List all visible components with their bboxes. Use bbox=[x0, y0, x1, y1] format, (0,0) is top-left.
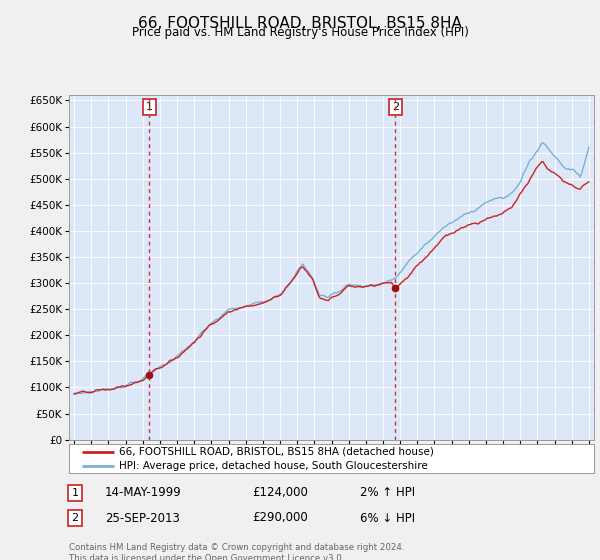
Text: HPI: Average price, detached house, South Gloucestershire: HPI: Average price, detached house, Sout… bbox=[119, 461, 428, 471]
Text: 6% ↓ HPI: 6% ↓ HPI bbox=[360, 511, 415, 525]
Text: Contains HM Land Registry data © Crown copyright and database right 2024.
This d: Contains HM Land Registry data © Crown c… bbox=[69, 543, 404, 560]
Text: 2: 2 bbox=[71, 513, 79, 523]
Text: 66, FOOTSHILL ROAD, BRISTOL, BS15 8HA: 66, FOOTSHILL ROAD, BRISTOL, BS15 8HA bbox=[138, 16, 462, 31]
Text: 25-SEP-2013: 25-SEP-2013 bbox=[105, 511, 180, 525]
Text: Price paid vs. HM Land Registry's House Price Index (HPI): Price paid vs. HM Land Registry's House … bbox=[131, 26, 469, 39]
Text: 2% ↑ HPI: 2% ↑ HPI bbox=[360, 486, 415, 500]
Text: 1: 1 bbox=[146, 102, 152, 111]
Text: 14-MAY-1999: 14-MAY-1999 bbox=[105, 486, 182, 500]
Text: £290,000: £290,000 bbox=[252, 511, 308, 525]
Text: 1: 1 bbox=[71, 488, 79, 498]
Text: £124,000: £124,000 bbox=[252, 486, 308, 500]
Text: 66, FOOTSHILL ROAD, BRISTOL, BS15 8HA (detached house): 66, FOOTSHILL ROAD, BRISTOL, BS15 8HA (d… bbox=[119, 447, 434, 456]
Text: 2: 2 bbox=[392, 102, 399, 111]
